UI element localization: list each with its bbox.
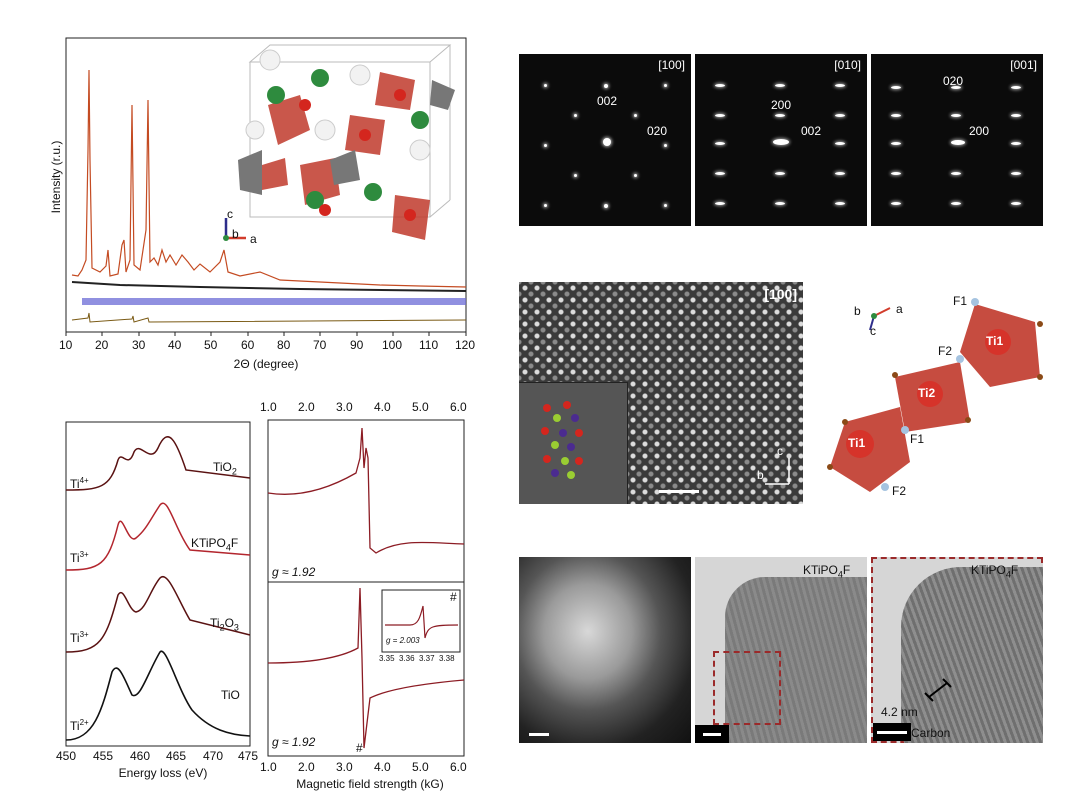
epr-hash: # — [356, 741, 363, 755]
xrd-chart — [65, 37, 467, 336]
saed-010: [010] 200 002 — [695, 54, 867, 226]
hrtem-axis-b: b — [757, 468, 764, 482]
octa-f2a: F2 — [938, 344, 953, 358]
octa-axis-c: c — [870, 324, 876, 338]
eels-panel: TiO2 Ti4+ KTiPO4F Ti3+ Ti2O3 Ti3+ TiO Ti… — [0, 410, 260, 796]
octahedra-diagram: b a c Ti1 Ti2 Ti1 F1 F2 F1 F2 — [810, 282, 1080, 502]
eels-label-tio2: TiO2 — [213, 460, 237, 477]
tem-scalebar-2 — [703, 733, 721, 736]
octa-axis-a: a — [896, 302, 903, 316]
hrtem-axis-c: c — [777, 444, 783, 458]
hrtem-scalebar — [659, 490, 699, 493]
octa-f1a: F1 — [953, 294, 968, 308]
saed-100-spot-020: 020 — [647, 124, 668, 138]
hrtem-structure-inset — [519, 382, 628, 504]
eels-chart — [65, 421, 251, 747]
eels-ox-ti3a: Ti3+ — [70, 550, 89, 565]
tem-zoom-box — [713, 651, 781, 725]
eels-label-ktipo4f: KTiPO4F — [191, 536, 239, 553]
xrd-bragg-ticks — [82, 298, 466, 305]
octa-ti1a: Ti1 — [848, 436, 866, 450]
octa-f1b: F1 — [910, 432, 925, 446]
axis-a-label: a — [250, 232, 257, 246]
tem-carbon: Carbon — [911, 726, 951, 740]
crystal-structure-inset — [238, 44, 455, 240]
hrtem-image: [100] c b — [519, 282, 803, 504]
saed-100-zone: [100] — [658, 58, 685, 72]
saed-010-zone: [010] — [834, 58, 861, 72]
octa-ti2: Ti2 — [918, 386, 936, 400]
epr-top-g: g ≈ 1.92 — [272, 565, 316, 579]
axis-c-label: c — [227, 207, 233, 221]
tem-scalebar-1 — [529, 733, 549, 736]
saed-001: [001] 020 200 — [871, 54, 1043, 226]
octa-ti1b: Ti1 — [986, 334, 1004, 348]
epr-bottom-g: g ≈ 1.92 — [272, 735, 316, 749]
saed-001-spot-020: 020 — [943, 74, 964, 88]
tem-label-2: KTiPO4F — [803, 563, 851, 580]
epr-panel: 1.0 2.0 3.0 4.0 5.0 6.0 g ≈ 1.92 g ≈ 1.92 # #… — [260, 398, 480, 796]
xrd-x-ticks — [65, 332, 467, 336]
tem-zoom-image: KTiPO4F 4.2 nm Carbon — [871, 557, 1043, 743]
eels-ox-ti4: Ti4+ — [70, 476, 89, 491]
xrd-ylabel: Intensity (r.u.) — [49, 140, 63, 214]
xrd-axes-legend — [223, 218, 246, 241]
axis-b-label: b — [232, 227, 239, 241]
tem-scalebar-3 — [877, 731, 907, 734]
tem-measure: 4.2 nm — [881, 705, 918, 719]
saed-100-spot-002: 002 — [597, 94, 618, 108]
epr-chart — [267, 419, 465, 757]
hrtem-axes — [759, 450, 799, 495]
eels-xlabel: Energy loss (eV) — [118, 766, 208, 780]
eels-label-ti2o3: Ti2O3 — [210, 616, 239, 633]
eels-label-tio: TiO — [221, 688, 240, 702]
xrd-xlabel: 2Θ (degree) — [233, 357, 299, 371]
epr-inset-hash: # — [450, 590, 457, 604]
saed-010-spot-002: 002 — [801, 124, 822, 138]
saed-100: [100] 002 020 — [519, 54, 691, 226]
tem-stem-image — [519, 557, 691, 743]
octa-axis-b: b — [854, 304, 861, 318]
hrtem-zone: [100] — [764, 286, 797, 302]
octa-f2b: F2 — [892, 484, 907, 498]
epr-inset-g: g = 2.003 — [386, 636, 420, 645]
saed-001-spot-200: 200 — [969, 124, 990, 138]
eels-ox-ti3b: Ti3+ — [70, 630, 89, 645]
epr-xlabel: Magnetic field strength (kG) — [296, 777, 444, 791]
saed-001-zone: [001] — [1010, 58, 1037, 72]
tem-particle-image: KTiPO4F — [695, 557, 867, 743]
saed-010-spot-200: 200 — [771, 98, 792, 112]
xrd-trace — [71, 69, 467, 288]
xrd-panel: Intensity (r.u.) 2Θ (degree) 10 20 30 40 50 6… — [0, 0, 480, 395]
eels-ox-ti2: Ti2+ — [70, 718, 89, 733]
tem-label-3: KTiPO4F — [971, 563, 1019, 580]
